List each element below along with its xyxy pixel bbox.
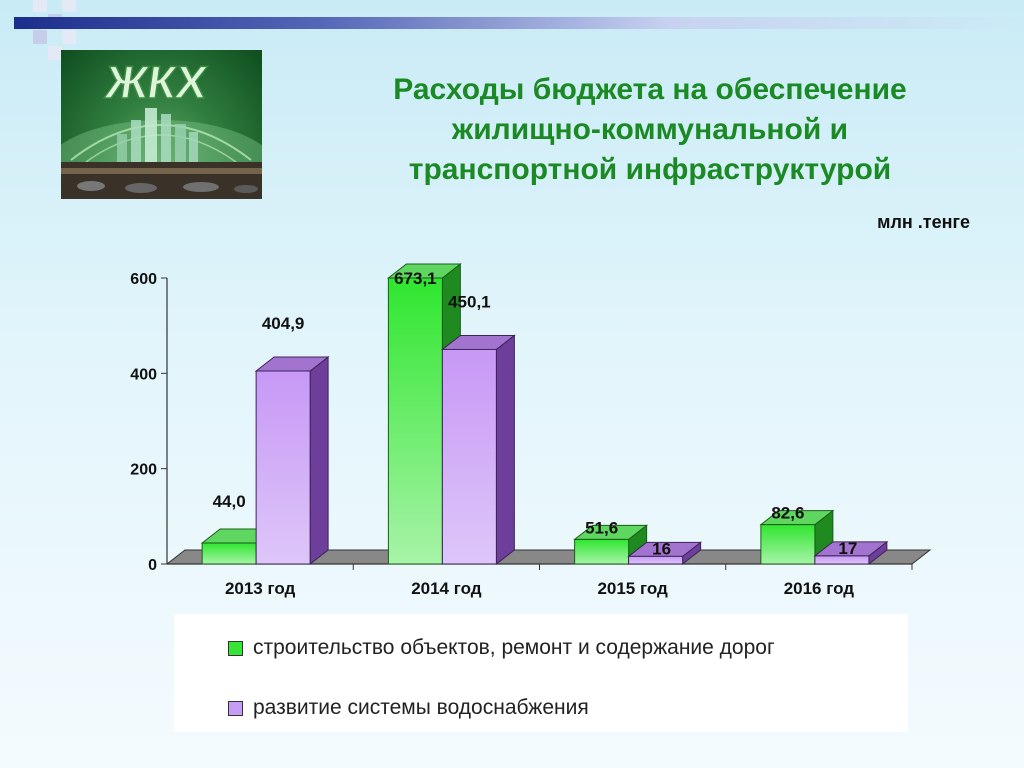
- bar: [574, 538, 630, 565]
- bar: [760, 524, 816, 565]
- legend-item-water: развитие системы водоснабжения: [228, 696, 589, 720]
- data-label: 17: [838, 539, 857, 558]
- legend: строительство объектов, ремонт и содержа…: [174, 614, 908, 732]
- legend-swatch-green: [228, 640, 243, 656]
- y-tick-label: 0: [148, 557, 157, 574]
- x-tick-label: 2014 год: [411, 579, 482, 598]
- bar: [628, 555, 684, 565]
- bar-side: [309, 355, 329, 566]
- legend-label-water: развитие системы водоснабжения: [253, 696, 589, 719]
- bar: [441, 348, 497, 565]
- data-label: 404,9: [262, 314, 305, 333]
- bar: [255, 370, 311, 565]
- y-tick-label: 200: [130, 462, 157, 479]
- bar: [814, 555, 870, 565]
- bar: [201, 542, 257, 565]
- bar-side: [495, 334, 515, 566]
- title-line-1: Расходы бюджета на обеспечение: [393, 73, 907, 106]
- legend-label-roads: строительство объектов, ремонт и содержа…: [253, 636, 775, 659]
- unit-label: млн .тенге: [877, 212, 970, 232]
- x-tick-label: 2016 год: [784, 579, 855, 598]
- x-tick-label: 2015 год: [597, 579, 668, 598]
- y-tick-label: 600: [130, 271, 157, 288]
- title-line-3: транспортной инфраструктурой: [408, 153, 892, 186]
- logo-illustration: ЖКХ: [61, 55, 262, 199]
- data-label: 82,6: [771, 504, 804, 523]
- logo-text: ЖКХ: [102, 56, 211, 108]
- title-line-2: жилищно-коммунальной и: [451, 113, 849, 146]
- y-tick-label: 400: [130, 366, 157, 383]
- data-label: 51,6: [585, 518, 618, 537]
- data-label: 673,1: [394, 269, 437, 288]
- legend-swatch-purple: [228, 700, 243, 716]
- legend-item-roads: строительство объектов, ремонт и содержа…: [228, 636, 775, 660]
- data-label: 450,1: [448, 292, 491, 311]
- page-title: Расходы бюджета на обеспечение жилищно-к…: [300, 70, 1000, 190]
- logo: ЖКХ: [61, 50, 262, 199]
- top-rule: [20, 17, 1024, 29]
- bar: [387, 277, 443, 565]
- data-label: 16: [652, 539, 671, 558]
- x-tick-label: 2013 год: [225, 579, 296, 598]
- data-label: 44,0: [213, 492, 246, 511]
